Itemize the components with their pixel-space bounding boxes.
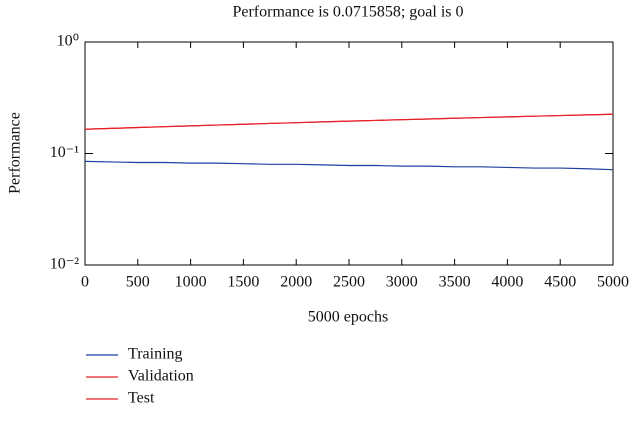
x-tick-label: 3000 [386,274,418,291]
series-line [84,113,614,130]
x-axis-label: 5000 epochs [308,309,388,326]
y-tick-label: 10⁻¹ [50,144,79,161]
x-tick-label: 0 [81,274,89,291]
y-tick-label: 10⁰ [57,33,79,50]
series-line [84,160,614,171]
legend-label: Training [128,346,183,363]
legend-label: Test [128,390,155,407]
x-tick-label: 5000 [597,274,629,291]
x-tick-label: 1000 [175,274,207,291]
legend-label: Validation [128,368,194,385]
x-tick-label: 4500 [544,274,576,291]
y-axis-label: Performance [7,112,24,194]
x-tick-label: 2000 [280,274,312,291]
x-tick-label: 1500 [227,274,259,291]
y-tick-label: 10⁻² [50,256,79,273]
x-tick-label: 4000 [491,274,523,291]
x-tick-label: 3500 [439,274,471,291]
x-tick-label: 2500 [333,274,365,291]
chart-title: Performance is 0.0715858; goal is 0 [232,4,463,21]
plot-frame [84,41,614,266]
x-tick-label: 500 [126,274,150,291]
